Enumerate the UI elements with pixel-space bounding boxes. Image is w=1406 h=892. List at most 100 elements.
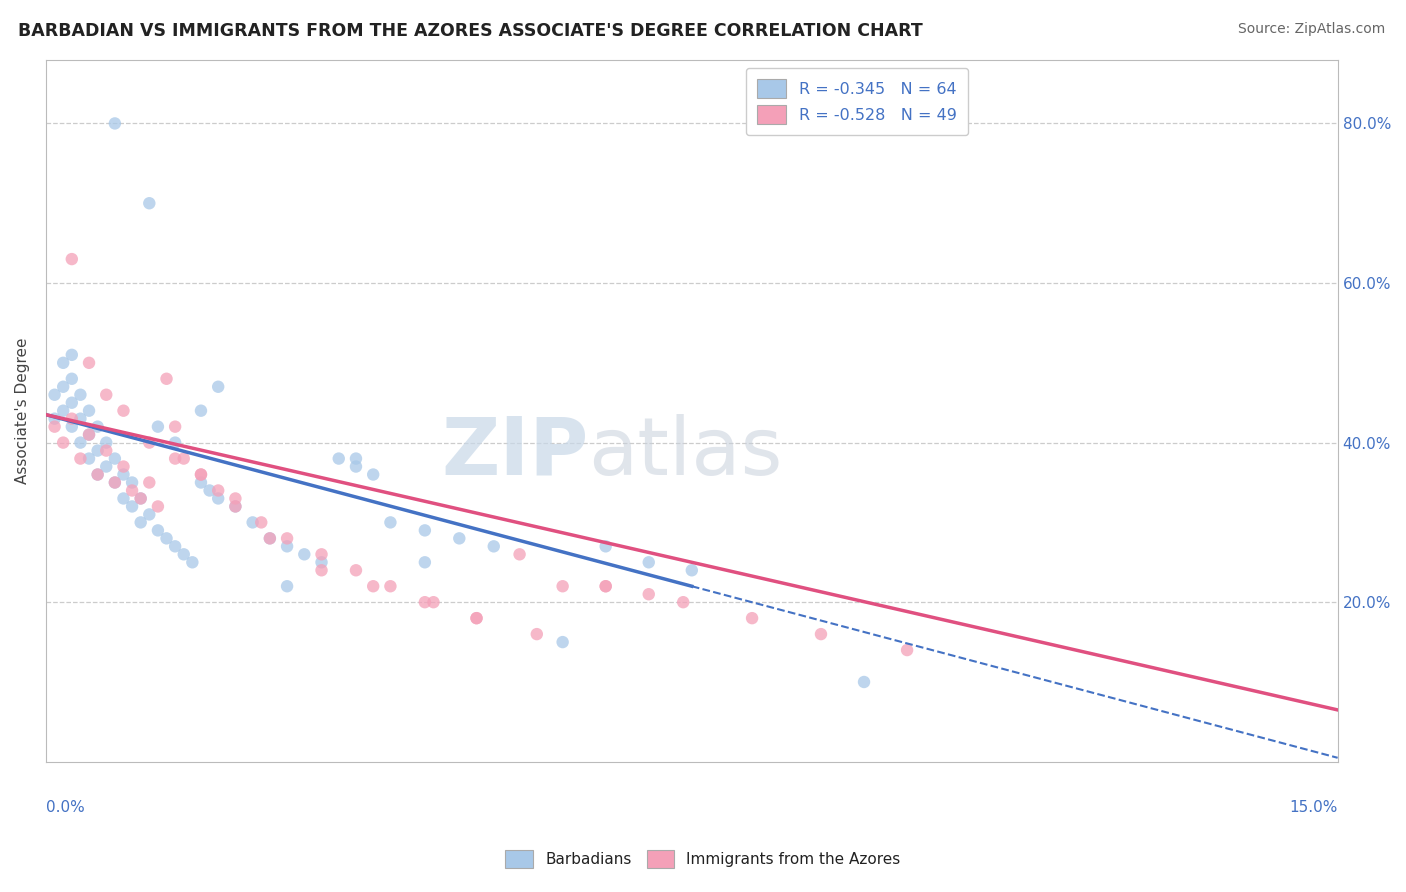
Point	[146, 524, 169, 538]
Point	[52, 380, 75, 394]
Point	[96, 443, 118, 458]
Point	[104, 475, 127, 490]
Point	[60, 252, 83, 266]
Point	[672, 595, 695, 609]
Point	[465, 611, 488, 625]
Legend: Barbadians, Immigrants from the Azores: Barbadians, Immigrants from the Azores	[498, 843, 908, 875]
Point	[380, 579, 402, 593]
Point	[129, 491, 152, 506]
Point	[276, 532, 298, 546]
Point	[551, 579, 574, 593]
Point	[146, 419, 169, 434]
Point	[551, 635, 574, 649]
Point	[146, 500, 169, 514]
Point	[224, 500, 246, 514]
Point	[129, 491, 152, 506]
Point	[155, 532, 177, 546]
Y-axis label: Associate's Degree: Associate's Degree	[15, 337, 30, 484]
Point	[422, 595, 444, 609]
Point	[190, 467, 212, 482]
Point	[526, 627, 548, 641]
Point	[173, 451, 195, 466]
Point	[344, 563, 367, 577]
Point	[44, 419, 66, 434]
Point	[224, 500, 246, 514]
Point	[77, 451, 100, 466]
Point	[465, 611, 488, 625]
Point	[509, 547, 531, 561]
Point	[181, 555, 204, 569]
Point	[361, 467, 384, 482]
Point	[44, 388, 66, 402]
Point	[69, 435, 91, 450]
Text: 15.0%: 15.0%	[1289, 800, 1337, 815]
Point	[413, 555, 436, 569]
Point	[112, 459, 135, 474]
Point	[121, 475, 143, 490]
Point	[104, 475, 127, 490]
Point	[77, 356, 100, 370]
Point	[207, 380, 229, 394]
Point	[198, 483, 221, 498]
Point	[224, 491, 246, 506]
Point	[276, 539, 298, 553]
Point	[86, 443, 108, 458]
Point	[121, 500, 143, 514]
Point	[741, 611, 763, 625]
Point	[52, 403, 75, 417]
Point	[259, 532, 281, 546]
Text: atlas: atlas	[589, 414, 783, 491]
Point	[44, 411, 66, 425]
Point	[69, 411, 91, 425]
Point	[242, 516, 264, 530]
Point	[112, 467, 135, 482]
Point	[165, 435, 187, 450]
Point	[60, 419, 83, 434]
Point	[311, 563, 333, 577]
Point	[138, 475, 160, 490]
Point	[104, 116, 127, 130]
Point	[250, 516, 273, 530]
Point	[449, 532, 471, 546]
Point	[190, 475, 212, 490]
Point	[138, 435, 160, 450]
Point	[190, 467, 212, 482]
Point	[207, 483, 229, 498]
Point	[595, 539, 617, 553]
Point	[112, 491, 135, 506]
Point	[52, 435, 75, 450]
Point	[810, 627, 832, 641]
Point	[69, 451, 91, 466]
Text: BARBADIAN VS IMMIGRANTS FROM THE AZORES ASSOCIATE'S DEGREE CORRELATION CHART: BARBADIAN VS IMMIGRANTS FROM THE AZORES …	[18, 22, 922, 40]
Point	[138, 196, 160, 211]
Point	[138, 508, 160, 522]
Point	[155, 372, 177, 386]
Point	[60, 411, 83, 425]
Point	[595, 579, 617, 593]
Point	[413, 524, 436, 538]
Legend: R = -0.345   N = 64, R = -0.528   N = 49: R = -0.345 N = 64, R = -0.528 N = 49	[747, 68, 967, 136]
Point	[77, 427, 100, 442]
Point	[165, 539, 187, 553]
Point	[311, 555, 333, 569]
Point	[173, 547, 195, 561]
Point	[328, 451, 350, 466]
Point	[482, 539, 505, 553]
Point	[190, 403, 212, 417]
Point	[77, 403, 100, 417]
Point	[60, 395, 83, 409]
Point	[96, 435, 118, 450]
Point	[896, 643, 918, 657]
Point	[207, 491, 229, 506]
Point	[259, 532, 281, 546]
Point	[121, 483, 143, 498]
Point	[413, 595, 436, 609]
Point	[52, 356, 75, 370]
Point	[86, 467, 108, 482]
Point	[276, 579, 298, 593]
Point	[60, 348, 83, 362]
Point	[86, 467, 108, 482]
Point	[165, 419, 187, 434]
Point	[595, 579, 617, 593]
Point	[129, 516, 152, 530]
